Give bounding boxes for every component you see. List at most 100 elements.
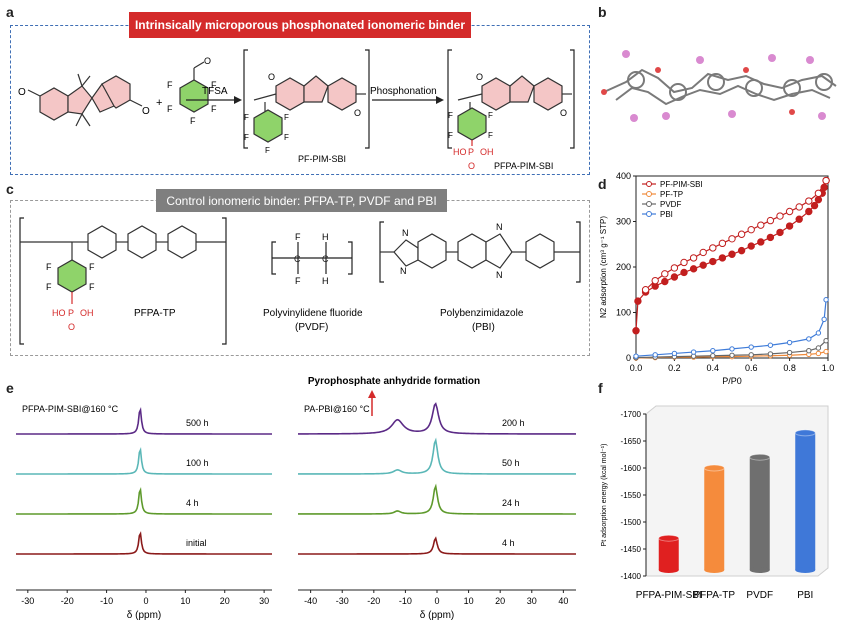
x-tick-label: 0.8 [783,363,796,373]
data-point [823,338,829,344]
category-label: PFPA-TP [694,590,736,601]
p1-f5: F [265,146,270,155]
reagent-tfsa: TFSA [202,86,228,97]
data-point [822,176,830,185]
x-tick-label: -40 [304,596,317,606]
data-point [815,330,822,336]
data-point [699,261,707,269]
x-tick-label: -10 [100,596,113,606]
data-point [823,297,829,303]
pbi-n4: N [496,270,503,280]
plus-sign: + [156,97,162,109]
legend-label: PF-TP [660,190,683,199]
p1-o2: O [354,108,361,118]
scheme-c: F F F F HO P OH O PFPA-TP F F C C H H Po… [19,217,581,345]
panel-b-molecular-model [601,50,837,122]
pf-pim-sbi-structure [253,75,366,143]
pfpa-tp-structure [20,225,226,304]
data-point [766,216,775,225]
pbi-n1: N [402,228,409,238]
bar-base [795,567,816,573]
data-point [766,233,775,242]
y-tick-label: 100 [616,308,631,318]
tp-o: O [68,322,75,332]
p2-o-double: O [468,161,475,171]
sbi-o-left: O [18,87,26,98]
data-point [689,254,698,262]
data-point [670,273,679,281]
aldehyde-o: O [204,56,211,66]
y-axis-label: Pt adsorption energy (kcal mol⁻¹) [601,444,608,547]
panel-f-letter: f [598,380,603,396]
legend-label: PF-PIM-SBI [660,180,703,189]
data-point [737,246,746,255]
p2-f4: F [488,131,493,140]
pfpa-pim-sbi-structure [457,75,572,146]
tp-f4: F [89,282,95,292]
data-point [748,352,754,358]
name-pfpa-tp: PFPA-TP [134,308,176,319]
bar [795,432,816,570]
legend-label: PBI [660,210,673,219]
p2-f3: F [448,131,453,140]
data-point [690,349,697,355]
tp-oh: OH [80,308,94,318]
trace-label: 4 h [186,498,199,508]
data-point [729,346,735,352]
p2-o2: O [560,108,567,118]
panel-a-letter: a [6,4,14,20]
p2-f1: F [448,111,453,120]
data-point [823,348,829,355]
bar [749,457,770,570]
x-tick-label: 20 [220,596,230,606]
bar-cap [703,464,725,472]
data-point [786,339,793,346]
data-point [699,248,707,257]
data-point [709,244,717,252]
sbi-monomer [27,73,143,127]
data-point [680,258,688,267]
scheme-a: O O + O F F F F F TFSA O O F F F F F PF-… [18,49,575,171]
name-pvdf-1: Polyvinylidene fluoride [263,308,363,319]
data-point [748,344,754,350]
data-point [776,228,784,237]
data-point [728,235,736,243]
trace-label: initial [186,538,207,548]
ald-f2: F [211,80,217,90]
panel-d-letter: d [598,176,607,192]
x-tick-label: 0.6 [745,363,758,373]
data-point [757,221,765,229]
data-point [805,197,813,205]
panel-c-letter: c [6,181,14,197]
legend-marker [646,181,652,187]
reagent-phosphonation: Phosphonation [370,86,437,97]
bar-cap [658,534,680,542]
trace-label: 24 h [502,498,520,508]
data-point [729,352,735,358]
pbi-structure [380,233,580,269]
name-pvdf-2: (PVDF) [295,322,328,333]
product2-name: PFPA-PIM-SBI [494,161,553,171]
data-point [671,350,678,357]
data-point [815,345,822,351]
data-point [651,276,659,285]
y-tick-label: 400 [616,171,631,181]
chart-d: 0.0 0.2 0.4 0.6 0.8 1.0 0 100 200 300 400 P/P0 N2 ad… [599,171,834,386]
y-tick-label: -1400 [621,572,642,581]
x-tick-label: 30 [259,596,269,606]
p2-f2: F [488,111,493,120]
tp-f1: F [46,262,52,272]
data-point [815,350,822,357]
data-point [728,250,736,258]
panel-b-letter: b [598,4,607,20]
data-point [718,239,727,248]
p2-ho: HO [453,147,467,157]
x-axis-label: P/P0 [722,376,742,386]
pentafluorobenzaldehyde [179,61,209,113]
pvdf-f1: F [295,232,301,242]
annotation-arrowhead [368,390,376,398]
sbi-o-right: O [142,106,150,117]
data-point [652,352,658,358]
data-point [661,270,669,278]
p1-f3: F [244,133,249,142]
